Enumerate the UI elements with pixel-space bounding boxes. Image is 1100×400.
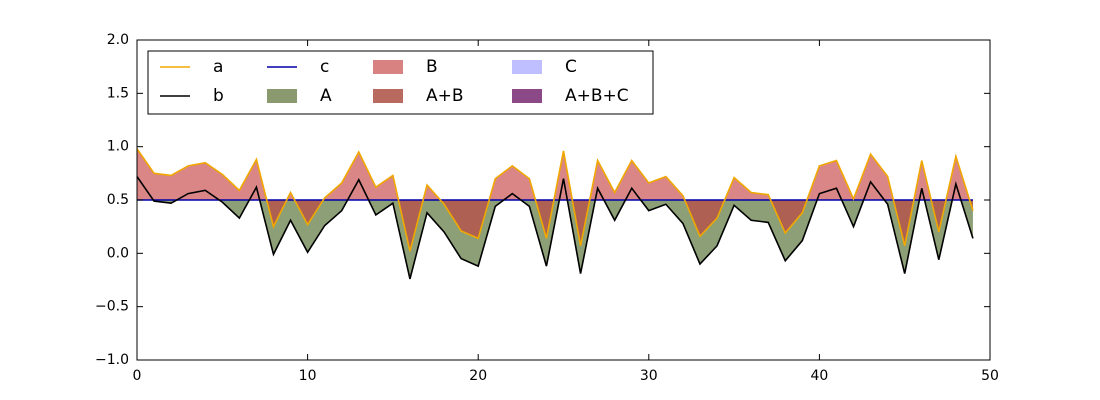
x-tick-label: 50 (981, 368, 999, 384)
x-tick-label: 10 (299, 368, 317, 384)
legend-patch (373, 60, 403, 74)
y-tick-label: 2.0 (107, 32, 129, 48)
legend-label: C (565, 57, 577, 77)
y-tick-label: 0.0 (107, 245, 129, 261)
x-tick-label: 40 (810, 368, 828, 384)
legend-label: c (320, 57, 329, 77)
legend: ab cA B A+B C A+B+C (147, 50, 654, 115)
y-tick-label: −1.0 (95, 352, 129, 368)
y-tick-label: 1.0 (107, 139, 129, 155)
line-b (136, 176, 974, 280)
legend-label: A (320, 86, 332, 106)
legend-patch (512, 89, 542, 103)
line-a (136, 148, 974, 252)
fill-a (137, 200, 973, 279)
y-tick-label: −0.5 (95, 299, 129, 315)
y-tick-label: 0.5 (107, 192, 129, 208)
x-tick-label: 30 (640, 368, 658, 384)
legend-label: A+B (426, 86, 464, 106)
legend-label: A+B+C (565, 86, 629, 106)
legend-patch (373, 89, 403, 103)
legend-label: B (426, 57, 438, 77)
x-tick-label: 20 (469, 368, 487, 384)
legend-patch (512, 60, 542, 74)
x-tick-label: 0 (133, 368, 142, 384)
y-tick-label: 1.5 (107, 85, 129, 101)
legend-label: a (213, 57, 223, 77)
legend-label: b (213, 86, 224, 106)
legend-patch (267, 89, 297, 103)
